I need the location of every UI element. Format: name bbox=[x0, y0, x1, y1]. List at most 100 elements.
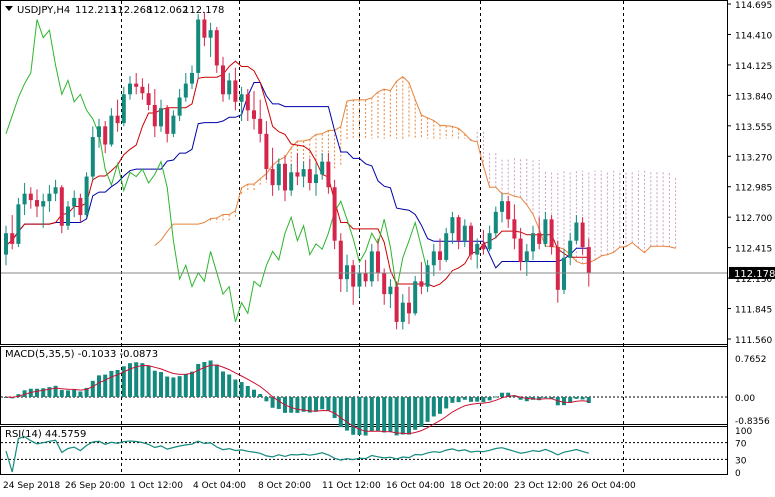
macd-histogram-bar bbox=[202, 362, 207, 397]
ohlc-low: 112.062 bbox=[147, 5, 188, 16]
candle bbox=[97, 118, 101, 148]
candle bbox=[221, 56, 225, 102]
macd-label: MACD(5,35,5) -0.1033 -0.0873 bbox=[5, 349, 158, 360]
candle bbox=[400, 294, 405, 330]
macd-tick-label: 0.7652 bbox=[735, 355, 767, 365]
macd-histogram-bar bbox=[506, 392, 511, 397]
candle bbox=[493, 206, 498, 239]
candle bbox=[531, 225, 535, 260]
macd-histogram-bar bbox=[419, 397, 424, 427]
macd-histogram-bar bbox=[345, 397, 349, 431]
candle bbox=[524, 243, 529, 276]
macd-histogram-bar bbox=[276, 397, 281, 409]
macd-histogram-bar bbox=[574, 397, 579, 399]
candle bbox=[103, 121, 108, 154]
macd-histogram-bar bbox=[425, 397, 430, 422]
rsi-line bbox=[5, 436, 589, 473]
macd-histogram-bar bbox=[400, 397, 405, 435]
candle bbox=[227, 72, 232, 100]
price-tick-label: 114.125 bbox=[735, 62, 772, 72]
price-tick-label: 111.560 bbox=[735, 336, 772, 346]
chart-header: USDJPY,H4 112.213 112.268 112.062 112.17… bbox=[5, 5, 224, 16]
macd-histogram-bar bbox=[264, 397, 269, 402]
candle bbox=[276, 158, 281, 191]
macd-histogram-bar bbox=[66, 390, 70, 397]
candle bbox=[152, 88, 157, 138]
macd-histogram-bar bbox=[146, 365, 151, 397]
candle bbox=[307, 158, 312, 191]
macd-histogram-bar bbox=[289, 397, 294, 413]
candle bbox=[252, 91, 256, 130]
price-tick-label: 114.695 bbox=[735, 1, 772, 11]
candle bbox=[320, 153, 325, 180]
candle bbox=[382, 268, 387, 305]
candle bbox=[456, 215, 461, 250]
macd-histogram-bar bbox=[326, 397, 331, 411]
candle bbox=[183, 72, 188, 102]
candle bbox=[121, 86, 126, 127]
candle bbox=[84, 172, 89, 218]
candle bbox=[146, 83, 151, 111]
candle bbox=[214, 26, 219, 73]
macd-histogram-bar bbox=[357, 397, 362, 435]
candle bbox=[90, 126, 95, 180]
dropdown-arrow-icon[interactable] bbox=[5, 6, 13, 11]
macd-histogram-bar bbox=[543, 397, 548, 398]
macd-histogram-bar bbox=[196, 363, 201, 397]
candle bbox=[165, 104, 170, 143]
price-tick-label: 113.840 bbox=[735, 92, 772, 102]
candle bbox=[202, 12, 207, 47]
candle bbox=[574, 215, 579, 244]
candle bbox=[357, 265, 362, 298]
candle bbox=[53, 179, 58, 202]
time-tick-label: 23 Oct 12:00 bbox=[514, 481, 573, 491]
price-tick-label: 112.985 bbox=[735, 184, 772, 194]
macd-histogram-bar bbox=[462, 397, 467, 400]
candle bbox=[289, 163, 294, 196]
ohlc-open: 112.213 bbox=[75, 5, 116, 16]
macd-histogram-bar bbox=[382, 397, 387, 433]
candle bbox=[438, 238, 442, 271]
macd-histogram-bar bbox=[233, 379, 238, 397]
tenkan-sen-line bbox=[5, 60, 589, 288]
symbol-label: USDJPY,H4 bbox=[17, 5, 70, 16]
candle bbox=[338, 233, 343, 292]
macd-histogram-bar bbox=[524, 397, 529, 402]
macd-histogram-bar bbox=[208, 360, 213, 397]
macd-tick-label: -0.8356 bbox=[735, 417, 770, 427]
macd-histogram-bar bbox=[295, 397, 300, 413]
macd-histogram-bar bbox=[531, 397, 535, 400]
candle bbox=[332, 179, 337, 250]
macd-histogram-bar bbox=[252, 389, 256, 397]
macd-histogram-bar bbox=[469, 397, 473, 402]
macd-histogram-bar bbox=[307, 397, 312, 413]
macd-histogram-bar bbox=[320, 397, 325, 410]
candle bbox=[10, 215, 15, 250]
time-tick-label: 4 Oct 04:00 bbox=[193, 481, 246, 491]
time-tick-label: 26 Sep 20:00 bbox=[65, 481, 125, 491]
candle bbox=[233, 67, 238, 111]
period-separators bbox=[121, 1, 624, 474]
time-tick-label: 24 Sep 2018 bbox=[3, 481, 60, 491]
candle bbox=[419, 262, 424, 295]
price-tick-label: 112.130 bbox=[735, 275, 772, 285]
macd-histogram-bar bbox=[245, 385, 250, 397]
candle bbox=[512, 204, 517, 250]
macd-histogram-bar bbox=[221, 371, 225, 397]
candle bbox=[580, 217, 585, 255]
price-tick-label: 114.410 bbox=[735, 31, 772, 41]
candle bbox=[177, 88, 182, 122]
candle bbox=[549, 215, 554, 255]
candle bbox=[35, 189, 39, 218]
macd-histogram-bar bbox=[475, 397, 480, 402]
macd-histogram-bar bbox=[481, 397, 486, 403]
macd-histogram-bar bbox=[190, 371, 194, 397]
candle bbox=[376, 238, 380, 282]
macd-histogram-bar bbox=[332, 397, 337, 419]
candle bbox=[314, 163, 318, 196]
macd-histogram-bar bbox=[152, 370, 157, 397]
candlestick-series bbox=[4, 12, 591, 330]
macd-tick-label: 0.00 bbox=[735, 394, 755, 404]
macd-histogram-bar bbox=[35, 388, 39, 397]
